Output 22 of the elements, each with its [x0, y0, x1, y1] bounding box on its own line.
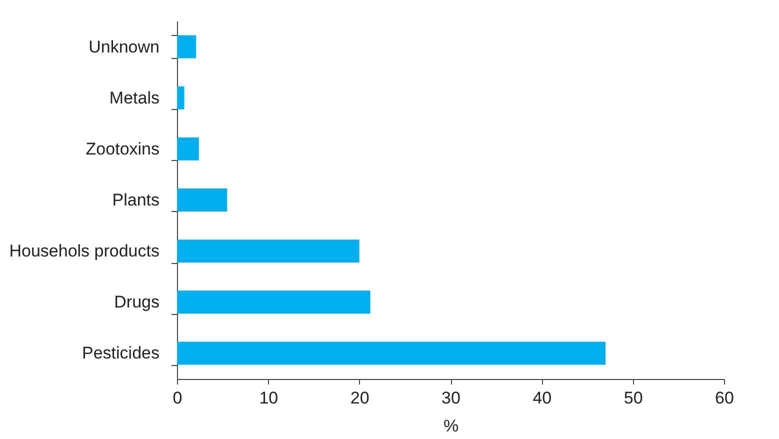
x-tick-label: 50 [624, 388, 643, 408]
x-tick-label: 60 [715, 388, 734, 408]
y-tick-label: Drugs [114, 292, 160, 312]
x-tick-label: 20 [350, 388, 370, 408]
x-tick-label: 40 [532, 388, 552, 408]
bar [177, 35, 196, 58]
y-tick-label: Zootoxins [86, 139, 160, 158]
bar [177, 188, 228, 212]
y-tick-label: Plants [112, 190, 160, 210]
y-tick-label: Unknown [88, 37, 160, 56]
y-tick-label: Househols products [9, 242, 160, 261]
bar [177, 240, 360, 263]
bar [177, 86, 184, 110]
y-tick-label: Metals [109, 88, 160, 108]
bar [177, 290, 370, 314]
x-tick-label: 0 [172, 388, 182, 408]
x-axis-title: % [443, 416, 459, 436]
bar [177, 137, 199, 160]
bar [177, 342, 606, 365]
x-tick-label: 30 [442, 388, 460, 408]
x-tick-label: 10 [259, 388, 278, 408]
y-tick-label: Pesticides [82, 344, 160, 363]
